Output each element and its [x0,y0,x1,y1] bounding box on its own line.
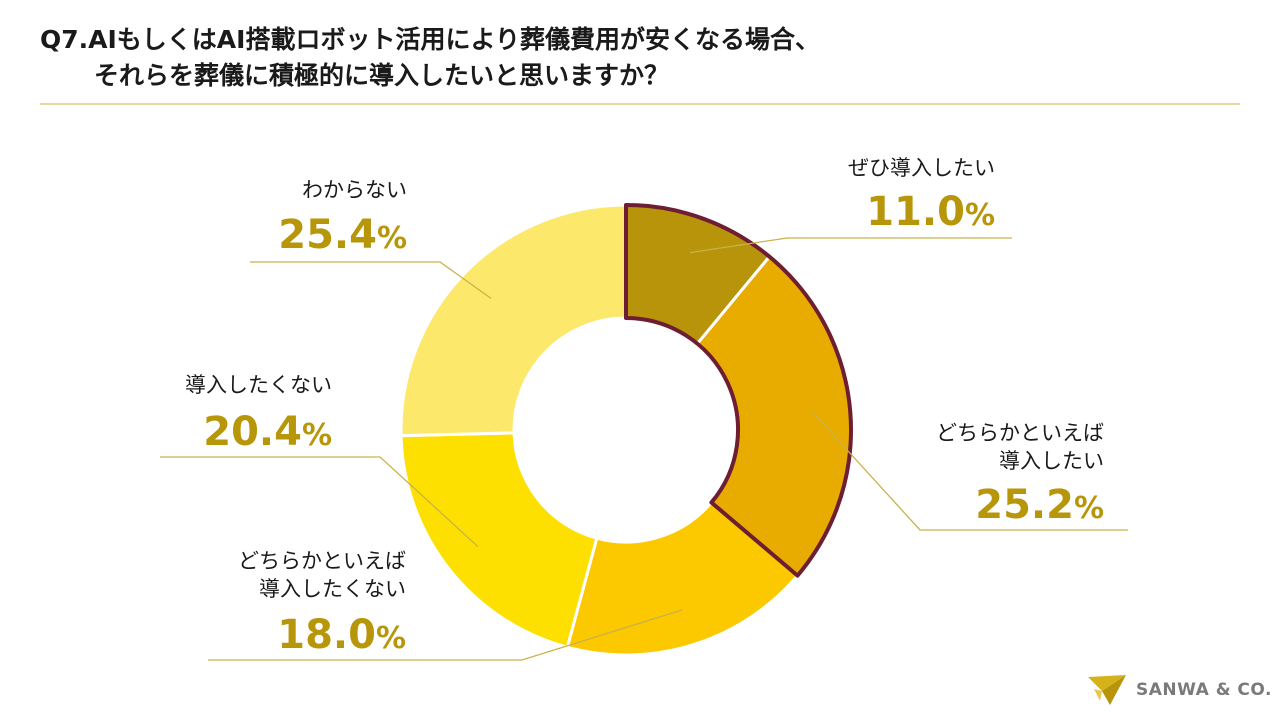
slice-label: ぜひ導入したい [848,156,995,180]
leader-line [208,609,683,661]
highlight-outline [624,203,853,578]
paper-plane-icon [1088,675,1126,705]
slice-label-group: わからない 25.4% [250,178,492,299]
donut-slice [565,500,800,657]
slice-label: 導入したくない [185,373,332,397]
slice-value: 25.4% [278,212,407,258]
slice-label: どちらかといえば [936,421,1104,445]
donut-slice [399,431,599,650]
chart-title: Q7.AIもしくはAI搭載ロボット活用により葬儀費用が安くなる場合、 それらを葬… [40,22,1240,94]
slice-label: 導入したくない [259,577,406,601]
leader-line [813,413,1128,531]
title-line-1: Q7.AIもしくはAI搭載ロボット活用により葬儀費用が安くなる場合、 [40,25,820,54]
slice-label-group: ぜひ導入したい 11.0% [689,156,1012,254]
title-divider [40,103,1240,105]
slice-label-group: 導入したくない 20.4% [160,373,479,547]
donut-slice [399,203,628,438]
leader-line [250,261,492,299]
brand-name: SANWA & CO. [1136,680,1272,700]
slice-value: 11.0% [866,189,995,235]
brand-logo: SANWA & CO. [1088,672,1272,708]
slice-value: 20.4% [203,409,332,455]
slice-label: どちらかといえば [238,549,406,573]
slice-value: 25.2% [975,482,1104,528]
slice-label: わからない [302,178,407,202]
leader-line [689,237,1012,254]
leader-line [160,456,479,547]
slice-label: 導入したい [999,449,1104,473]
slice-value: 18.0% [277,612,406,658]
title-line-2: それらを葬儀に積極的に導入したいと思いますか？ [94,61,670,90]
